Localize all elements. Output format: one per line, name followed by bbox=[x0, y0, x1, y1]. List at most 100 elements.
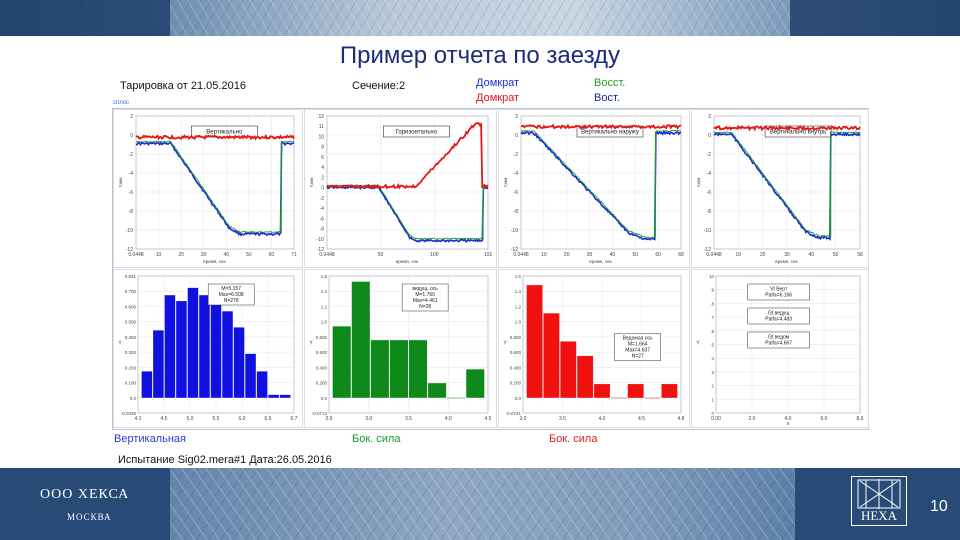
stats-box bbox=[207, 283, 255, 306]
time-panel-horizontal: 12 11 10 8 6 4 2 0 -2 -4 -6 -8 -10 -12 0.0448 50 100 101 в… bbox=[304, 109, 497, 268]
x-tick-label: 6.0 bbox=[239, 416, 246, 422]
footer-mesh bbox=[170, 468, 795, 540]
y-tick-label: 0.0 bbox=[321, 396, 328, 401]
histogram-bar bbox=[187, 287, 199, 398]
x-tick-label: 20 bbox=[564, 252, 570, 258]
x-axis-label: время, сек. bbox=[775, 259, 798, 264]
y-tick-label: -10 bbox=[704, 228, 711, 234]
y-axis-label: Y,мм bbox=[309, 178, 314, 188]
histogram-bar bbox=[351, 281, 370, 398]
legend-item: Восст. bbox=[594, 77, 626, 89]
banner-dark-right bbox=[790, 0, 960, 36]
y-tick-label: 1.6 bbox=[515, 274, 522, 279]
logo-graphic-icon bbox=[857, 479, 901, 509]
summary-text: Palfa=6.166 bbox=[765, 293, 792, 299]
histogram-bar bbox=[466, 369, 485, 398]
company-name: ООО ХЕКСА bbox=[40, 487, 130, 502]
y-tick-label: 5 bbox=[711, 343, 714, 348]
y-tick-label: -4 bbox=[707, 171, 712, 177]
y-tick-label: 2 bbox=[711, 384, 714, 389]
y-tick-label: 4 bbox=[321, 165, 324, 171]
y-axis-label: Y bbox=[309, 341, 313, 347]
stats-text: N=27 bbox=[632, 354, 644, 360]
x-tick-label: 0.0448 bbox=[513, 252, 529, 258]
histogram-bar bbox=[210, 284, 222, 398]
series-line-red bbox=[326, 121, 489, 190]
y-tick-label: 0.700 bbox=[125, 289, 137, 294]
section-text: Сечение:2 bbox=[352, 80, 406, 92]
stats-box bbox=[614, 333, 661, 361]
x-tick-label: 40 bbox=[809, 252, 815, 258]
y-tick-label: 0.400 bbox=[510, 365, 522, 370]
y-tick-label: 0.800 bbox=[510, 335, 522, 340]
bottom-label: Вертикальная bbox=[114, 433, 186, 445]
x-tick-label: 4.8 bbox=[678, 416, 685, 422]
stats-text: Max=6.508 bbox=[219, 292, 244, 298]
stats-text: N=278 bbox=[224, 298, 239, 304]
y-tick-label: 0 bbox=[130, 133, 133, 139]
x-tick-label: 30 bbox=[587, 252, 593, 258]
stats-text: M=1.760 bbox=[415, 292, 435, 298]
histogram-bar bbox=[153, 330, 164, 398]
y-tick-label: 2 bbox=[321, 175, 324, 181]
x-tick-label: 71 bbox=[291, 252, 297, 258]
y-tick-label: -0.0713 bbox=[312, 411, 328, 416]
x-tick-label: 10 bbox=[156, 252, 162, 258]
x-tick-label: 4.0 bbox=[599, 416, 606, 422]
page-number: 10 bbox=[930, 498, 948, 515]
x-tick-label: 20 bbox=[178, 252, 184, 258]
y-tick-label: 0.800 bbox=[316, 335, 328, 340]
histogram-bar bbox=[199, 295, 210, 398]
histogram-bar bbox=[644, 397, 661, 399]
x-tick-label: 20 bbox=[760, 252, 766, 258]
y-tick-label: -4 bbox=[320, 206, 325, 212]
y-tick-label: 0.600 bbox=[125, 304, 137, 309]
footer-banner bbox=[0, 468, 960, 540]
company-city: МОСКВА bbox=[67, 512, 112, 522]
y-tick-label: -8 bbox=[514, 209, 519, 215]
y-tick-label: 1.2 bbox=[515, 304, 522, 309]
series-line-blue bbox=[135, 141, 295, 237]
y-tick-label: -8 bbox=[129, 209, 134, 215]
logo-text: HEXA bbox=[860, 508, 898, 523]
x-tick-label: 3.0 bbox=[365, 416, 372, 422]
y-tick-label: -2 bbox=[707, 152, 712, 158]
x-tick-label: 50 bbox=[833, 252, 839, 258]
stats-text: ведущ. ось bbox=[412, 286, 438, 292]
y-axis-label: Y bbox=[503, 341, 507, 347]
y-tick-label: 0 bbox=[515, 133, 518, 139]
time-chart-svg: 20-2-4-6-8-10-120.0448 10 20 30 40 50 60 68врем… bbox=[503, 114, 684, 264]
y-tick-label: 8 bbox=[321, 145, 324, 151]
y-tick-label: 3 bbox=[711, 370, 714, 375]
y-tick-label: 1.4 bbox=[321, 289, 328, 294]
y-tick-label: -6 bbox=[514, 190, 519, 196]
x-tick-label: 0.0448 bbox=[319, 252, 335, 258]
y-tick-label: 0.200 bbox=[510, 381, 522, 386]
x-tick-label: 0.0448 bbox=[706, 252, 722, 258]
x-tick-label: 50 bbox=[378, 252, 384, 258]
x-tick-label: 100 bbox=[430, 252, 439, 258]
y-tick-label: 9 bbox=[711, 288, 714, 293]
histogram-bar bbox=[428, 383, 447, 398]
x-tick-label: 30 bbox=[201, 252, 207, 258]
chart-label: Вертикально наружу bbox=[581, 130, 639, 136]
series-line-red bbox=[713, 124, 861, 132]
y-tick-label: 0.100 bbox=[125, 381, 137, 386]
x-axis-label: X bbox=[786, 421, 789, 426]
y-tick-label: 0.300 bbox=[125, 350, 137, 355]
x-tick-label: 40 bbox=[610, 252, 616, 258]
y-tick-label: 0.0 bbox=[130, 396, 137, 401]
histogram-bar bbox=[560, 341, 577, 398]
y-tick-label: 7 bbox=[711, 315, 714, 320]
histogram-bar bbox=[447, 397, 466, 399]
x-tick-label: 10 bbox=[736, 252, 742, 258]
x-axis-label: время, сек. bbox=[396, 259, 419, 264]
bottom-label: Бок. сила bbox=[549, 433, 598, 445]
x-tick-label: 2.0 bbox=[749, 416, 756, 422]
y-tick-label: 0.500 bbox=[125, 320, 137, 325]
y-tick-label: 10 bbox=[318, 134, 324, 140]
x-tick-label: 3.5 bbox=[559, 416, 566, 422]
y-tick-label: -2 bbox=[129, 152, 134, 158]
histogram-bar bbox=[164, 295, 176, 398]
